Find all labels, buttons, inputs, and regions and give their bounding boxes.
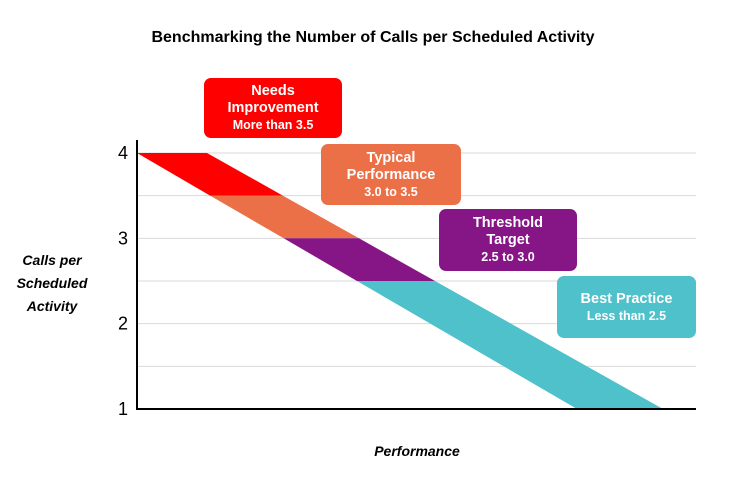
band-label-needs-improvement: Needs Improvement More than 3.5 — [204, 78, 342, 138]
band-name-line: Performance — [346, 166, 436, 183]
band-range: 3.0 to 3.5 — [364, 184, 418, 199]
band-name-line: Needs — [251, 83, 295, 99]
band-range: Less than 2.5 — [586, 308, 667, 323]
x-axis-label: Performance — [374, 443, 460, 459]
band-label-typical-performance: Typical Performance 3.0 to 3.5 — [321, 144, 461, 205]
band-name-line: Improvement — [227, 100, 319, 116]
band-area-2 — [283, 238, 435, 281]
band-label-threshold-target: Threshold Target 2.5 to 3.0 — [439, 209, 577, 271]
y-axis-label: Calls per Scheduled Activity — [2, 249, 102, 318]
band-area-3 — [357, 281, 663, 409]
band-label-best-practice: Best Practice Less than 2.5 — [557, 276, 696, 338]
y-tick-label: 2 — [118, 314, 128, 334]
band-name-line: Typical — [366, 149, 416, 166]
band-name-line: Best Practice — [580, 290, 673, 307]
y-axis-label-line: Calls per — [22, 252, 82, 268]
band-area-1 — [210, 195, 359, 239]
y-tick-label: 4 — [118, 143, 128, 163]
y-axis-label-line: Activity — [26, 298, 78, 314]
band-name-line: Target — [486, 232, 530, 248]
band-area-0 — [137, 153, 283, 196]
chart-title: Benchmarking the Number of Calls per Sch… — [151, 29, 595, 46]
band-range: 2.5 to 3.0 — [481, 250, 535, 264]
y-axis-label-line: Scheduled — [16, 275, 88, 291]
band-range: More than 3.5 — [232, 118, 314, 132]
band-name-line: Threshold — [472, 215, 544, 231]
y-tick-label: 1 — [118, 399, 128, 419]
y-tick-label: 3 — [118, 228, 128, 248]
